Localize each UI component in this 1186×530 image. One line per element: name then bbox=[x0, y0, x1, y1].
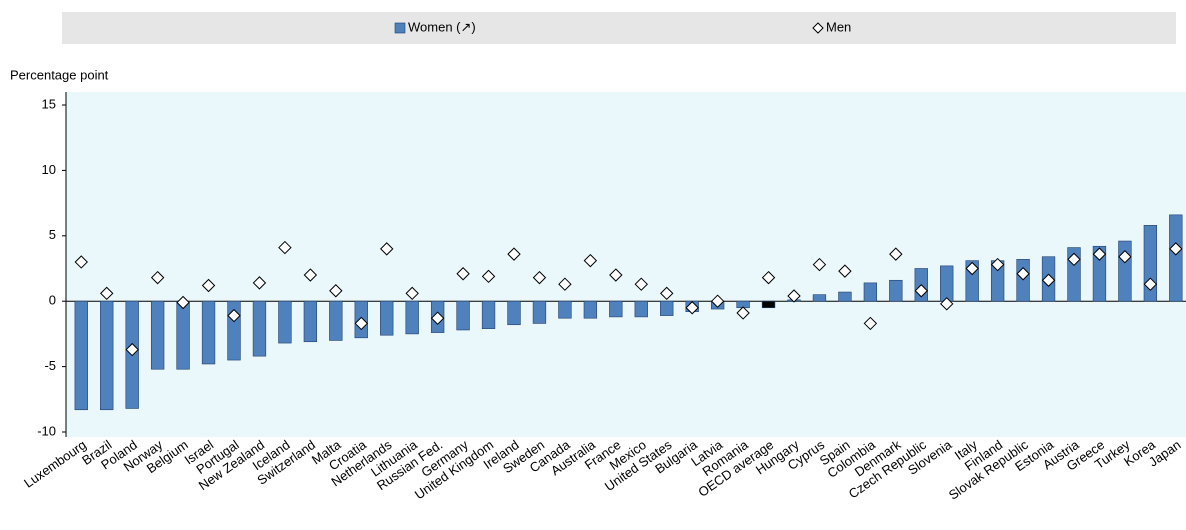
diamond-marker bbox=[736, 306, 750, 320]
bar bbox=[456, 300, 470, 331]
diamond-marker bbox=[583, 253, 598, 268]
diamond-marker bbox=[761, 270, 776, 285]
diamond-marker bbox=[914, 284, 928, 298]
legend-label: Men bbox=[826, 19, 851, 34]
legend-label: Women (↗) bbox=[408, 19, 476, 34]
diamond-marker bbox=[889, 247, 903, 261]
diamond-marker bbox=[1092, 247, 1107, 261]
diamond-marker bbox=[1143, 277, 1158, 291]
legend-band bbox=[62, 12, 1176, 44]
diamond-marker bbox=[354, 316, 368, 331]
diamond-marker bbox=[990, 257, 1005, 272]
diamond-marker bbox=[176, 295, 190, 310]
diamond-marker bbox=[965, 261, 979, 276]
diamond-marker bbox=[125, 342, 139, 357]
bar bbox=[201, 300, 216, 365]
bar bbox=[761, 300, 776, 309]
diamond-marker bbox=[1169, 242, 1183, 256]
legend-swatch bbox=[812, 22, 824, 34]
diamond-marker bbox=[278, 240, 292, 255]
bar bbox=[863, 282, 878, 302]
y-tick-label: -10 bbox=[37, 423, 56, 438]
diamond-marker bbox=[507, 247, 521, 261]
y-tick-label: -5 bbox=[44, 358, 56, 373]
diamond-marker bbox=[100, 286, 114, 301]
diamond-marker bbox=[150, 270, 165, 285]
bar bbox=[838, 291, 852, 302]
bar bbox=[303, 300, 318, 343]
diamond-marker bbox=[812, 257, 827, 272]
bar bbox=[660, 300, 674, 316]
bar bbox=[812, 294, 827, 302]
bar bbox=[176, 300, 190, 370]
bar bbox=[278, 300, 292, 344]
diamond-marker bbox=[609, 268, 623, 282]
diamond-marker bbox=[1118, 250, 1132, 264]
diamond-marker bbox=[1016, 267, 1030, 281]
y-axis-label: Percentage point bbox=[10, 67, 109, 82]
diamond-marker bbox=[838, 264, 852, 278]
diamond-marker bbox=[227, 308, 241, 323]
diamond-marker bbox=[532, 270, 547, 285]
diamond-marker bbox=[940, 297, 954, 311]
diamond-marker bbox=[481, 269, 496, 284]
diamond-marker bbox=[456, 267, 470, 281]
diamond-marker bbox=[1041, 273, 1056, 287]
diamond-marker bbox=[660, 286, 674, 301]
y-tick-label: 15 bbox=[42, 96, 56, 111]
diamond-marker bbox=[74, 255, 88, 269]
bar bbox=[380, 300, 394, 336]
diamond-marker bbox=[685, 301, 699, 315]
bar bbox=[558, 300, 572, 319]
y-tick-label: 0 bbox=[49, 293, 56, 308]
diamond-marker bbox=[430, 311, 445, 325]
diamond-marker bbox=[201, 278, 216, 293]
bar bbox=[889, 279, 903, 302]
bar bbox=[634, 300, 648, 318]
diamond-marker bbox=[329, 284, 343, 298]
bar bbox=[329, 300, 343, 341]
diamond-marker bbox=[558, 277, 572, 291]
diamond-marker bbox=[380, 242, 394, 256]
bar bbox=[1092, 245, 1107, 302]
bar bbox=[100, 300, 114, 411]
bar bbox=[252, 300, 267, 357]
bar bbox=[481, 300, 496, 329]
x-tick-label: Luxembourg bbox=[21, 437, 89, 491]
bar bbox=[532, 300, 547, 324]
diamond-marker bbox=[252, 276, 267, 290]
y-tick-label: 10 bbox=[42, 162, 56, 177]
diamond-marker bbox=[303, 268, 318, 282]
diamond-marker bbox=[634, 277, 648, 291]
diamond-marker bbox=[1067, 252, 1081, 267]
bar bbox=[940, 265, 954, 302]
bar bbox=[583, 300, 598, 319]
y-tick-label: 5 bbox=[49, 227, 56, 242]
diamond-marker bbox=[405, 286, 419, 301]
legend-swatch bbox=[394, 22, 406, 34]
bar bbox=[150, 300, 165, 370]
bar bbox=[405, 300, 419, 335]
bar bbox=[74, 300, 88, 411]
bar bbox=[507, 300, 521, 326]
diamond-marker bbox=[787, 289, 801, 303]
diamond-marker bbox=[863, 316, 878, 331]
bar bbox=[1169, 214, 1183, 302]
bar bbox=[609, 300, 623, 318]
diamond-marker bbox=[710, 294, 725, 308]
